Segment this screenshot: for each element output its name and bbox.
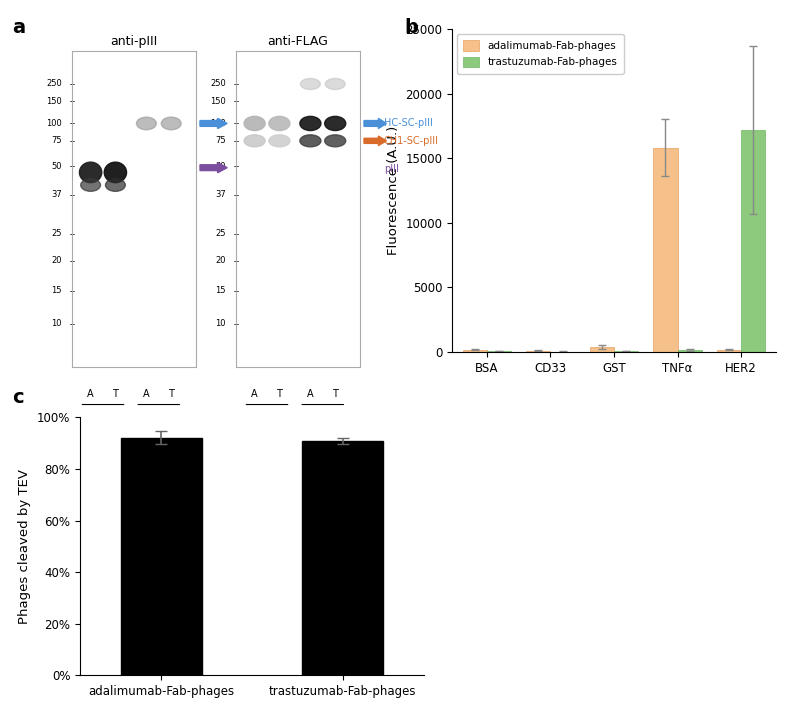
Bar (121, 438, 202, 675)
Text: pIII: pIII (384, 164, 399, 174)
Text: 20: 20 (51, 256, 62, 265)
Text: VCSM
13: VCSM 13 (89, 420, 117, 442)
Ellipse shape (325, 116, 346, 131)
Text: b: b (404, 18, 418, 37)
Text: A: A (143, 388, 150, 399)
Ellipse shape (325, 135, 346, 147)
Text: T: T (113, 388, 118, 399)
Bar (654, 148, 678, 352)
Text: 75: 75 (51, 136, 62, 145)
Text: a: a (12, 18, 25, 37)
Title: anti-FLAG: anti-FLAG (267, 36, 329, 48)
Text: 100: 100 (210, 119, 226, 128)
Bar (717, 349, 741, 352)
Text: 250: 250 (46, 79, 62, 89)
Y-axis label: Fluorescence (A.U.): Fluorescence (A.U.) (386, 126, 400, 256)
Y-axis label: Phages cleaved by TEV: Phages cleaved by TEV (18, 469, 31, 624)
Text: 75: 75 (215, 136, 226, 145)
Bar (526, 351, 550, 352)
Text: CH1-SC-pIII: CH1-SC-pIII (384, 136, 439, 146)
Text: 50: 50 (51, 162, 62, 171)
Text: 37: 37 (51, 190, 62, 199)
Ellipse shape (244, 135, 265, 147)
Text: 150: 150 (46, 97, 62, 106)
Ellipse shape (106, 179, 126, 192)
Bar (590, 347, 614, 352)
Bar (741, 130, 765, 352)
Ellipse shape (81, 179, 101, 192)
Text: c: c (12, 388, 24, 407)
Text: 15: 15 (51, 286, 62, 295)
Bar (614, 351, 638, 352)
Text: 250: 250 (210, 79, 226, 89)
Text: 20: 20 (215, 256, 226, 265)
Text: 25: 25 (51, 229, 62, 238)
Ellipse shape (269, 116, 290, 131)
Text: 100: 100 (46, 119, 62, 128)
Bar (487, 351, 511, 352)
Bar (678, 350, 702, 352)
Ellipse shape (104, 162, 126, 183)
Text: 10: 10 (215, 319, 226, 328)
Text: A: A (307, 388, 314, 399)
Text: A: A (251, 388, 258, 399)
Text: 37: 37 (215, 190, 226, 199)
Text: T: T (277, 388, 282, 399)
Text: 25: 25 (215, 229, 226, 238)
Text: A: A (87, 388, 94, 399)
Ellipse shape (244, 116, 265, 131)
Text: VCSM
13: VCSM 13 (253, 420, 281, 442)
Ellipse shape (162, 117, 181, 130)
Bar (462, 349, 487, 352)
Ellipse shape (79, 162, 102, 183)
Text: 50: 50 (215, 162, 226, 171)
Text: Hyper-
phage: Hyper- phage (142, 420, 175, 442)
Legend: adalimumab-Fab-phages, trastuzumab-Fab-phages: adalimumab-Fab-phages, trastuzumab-Fab-p… (458, 34, 623, 73)
Ellipse shape (301, 78, 320, 89)
Title: anti-pIII: anti-pIII (110, 36, 158, 48)
Ellipse shape (300, 116, 321, 131)
Ellipse shape (326, 78, 345, 89)
Text: 150: 150 (210, 97, 226, 106)
Text: T: T (332, 388, 338, 399)
Text: 15: 15 (215, 286, 226, 295)
Ellipse shape (300, 135, 321, 147)
Text: 10: 10 (51, 319, 62, 328)
Ellipse shape (269, 135, 290, 147)
Text: T: T (168, 388, 174, 399)
Ellipse shape (137, 117, 156, 130)
Bar (302, 441, 383, 675)
Text: Hyper-
phage: Hyper- phage (306, 420, 339, 442)
Text: HC-SC-pIII: HC-SC-pIII (384, 118, 433, 129)
